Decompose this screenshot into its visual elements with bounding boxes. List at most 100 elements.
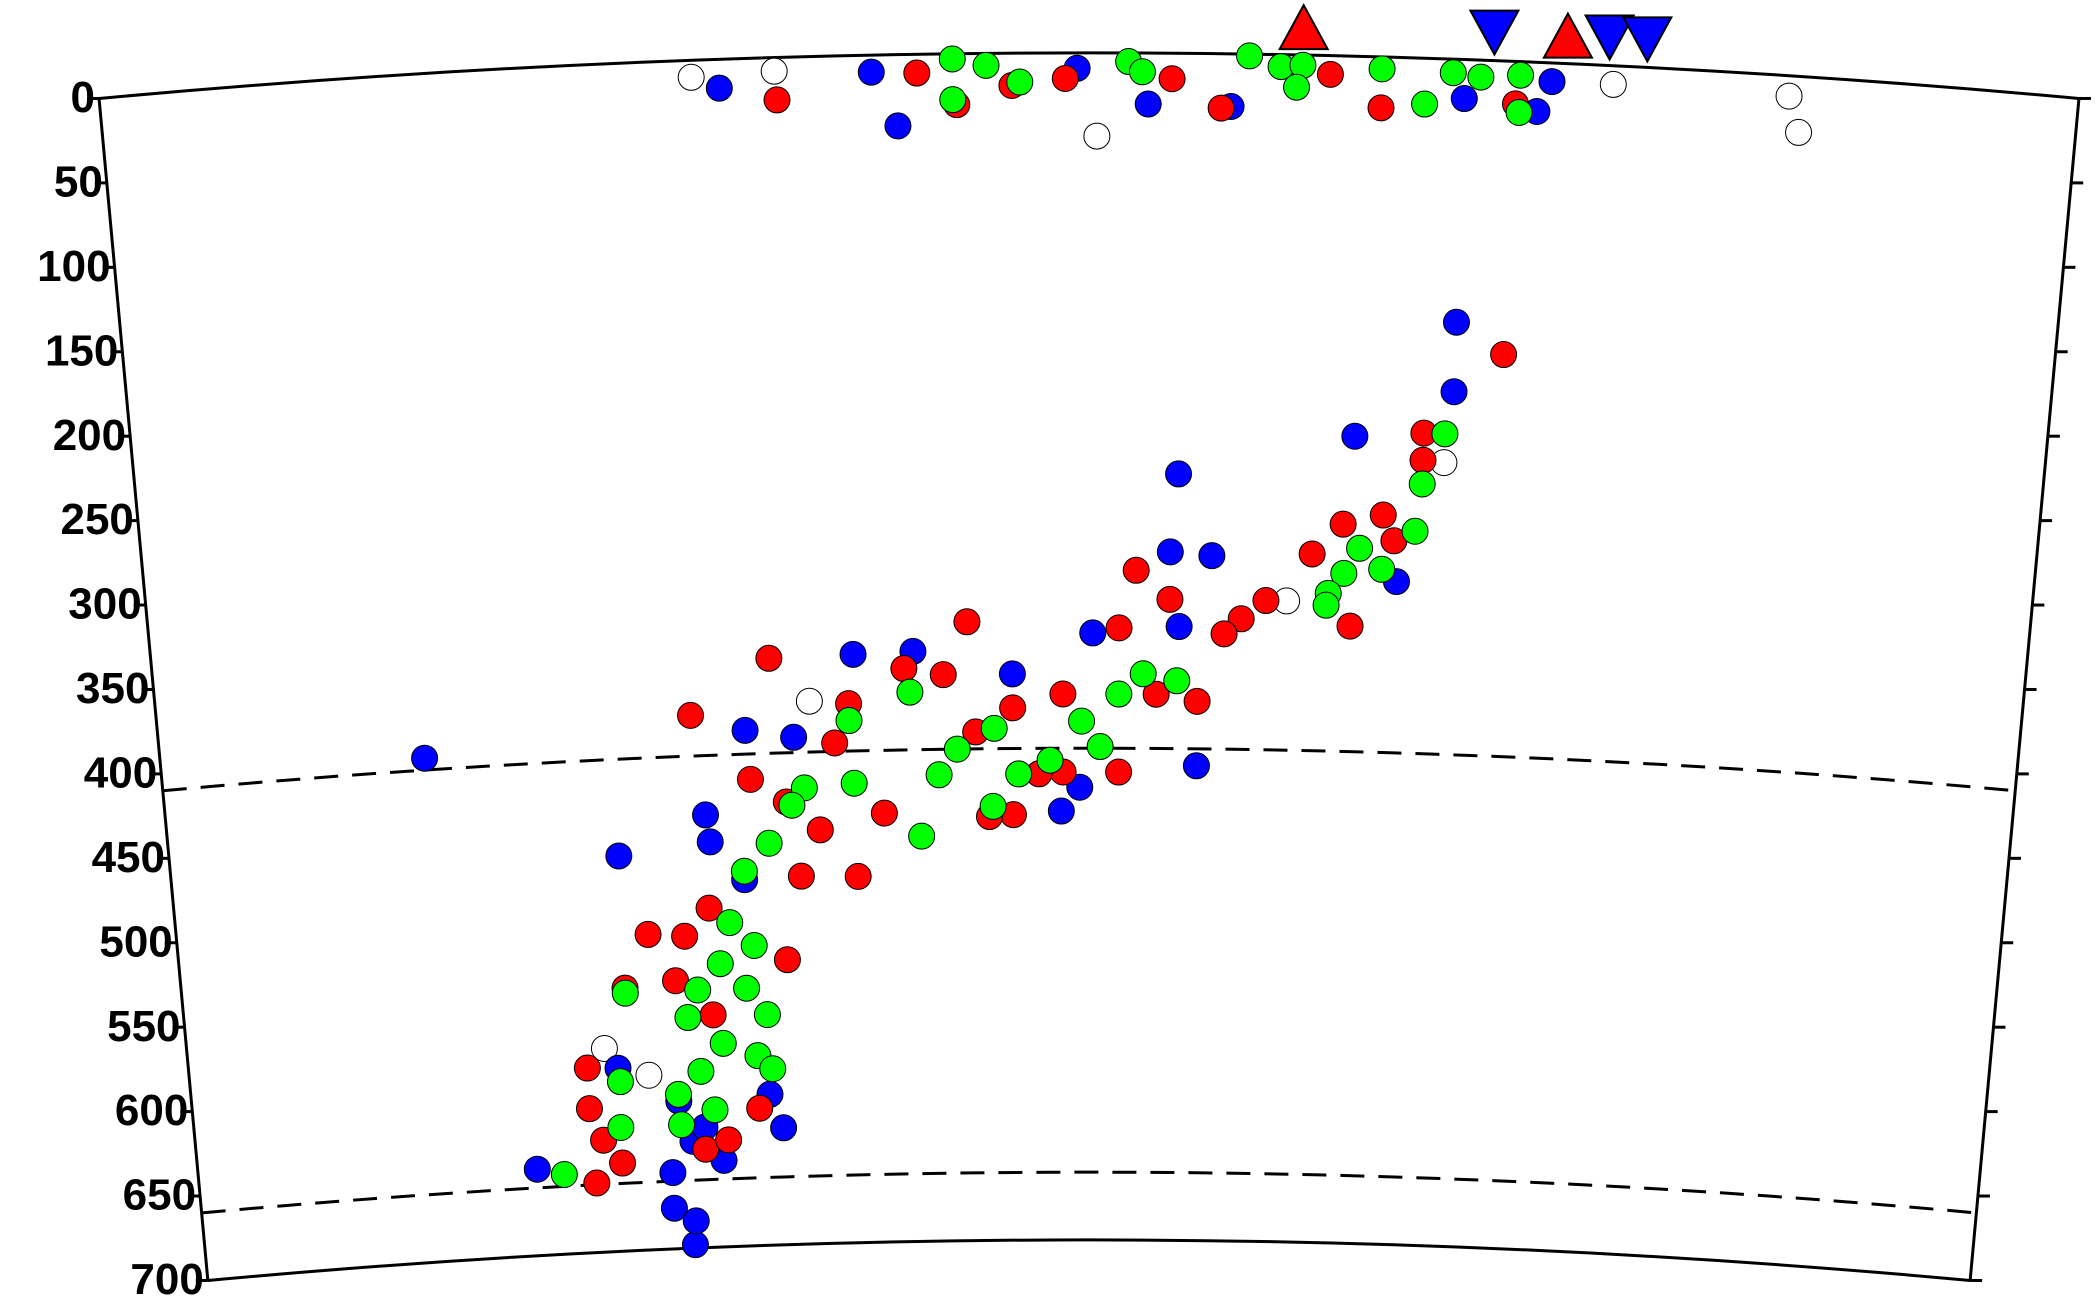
- y-tick-label: 550: [107, 1002, 180, 1051]
- data-point: [778, 791, 806, 819]
- data-point: [1505, 98, 1533, 126]
- data-point: [699, 1001, 727, 1029]
- data-point: [1083, 122, 1111, 150]
- data-point: [674, 1004, 702, 1032]
- data-point: [550, 1161, 578, 1189]
- data-point: [1051, 64, 1079, 92]
- data-point: [733, 974, 761, 1002]
- data-point: [740, 932, 768, 960]
- data-point: [665, 1080, 693, 1108]
- data-point: [787, 862, 815, 890]
- data-point: [806, 816, 834, 844]
- data-point: [677, 63, 705, 91]
- data-point: [939, 86, 967, 114]
- y-tick-label: 700: [130, 1255, 203, 1300]
- data-point: [1408, 470, 1436, 498]
- data-point: [998, 660, 1026, 688]
- data-point: [1775, 82, 1803, 110]
- data-point: [1431, 420, 1459, 448]
- data-point: [1236, 42, 1264, 70]
- surface-marker: [1583, 14, 1636, 62]
- data-point: [1336, 612, 1364, 640]
- data-point: [1369, 501, 1397, 529]
- data-point: [1079, 619, 1107, 647]
- data-point: [523, 1155, 551, 1183]
- data-point: [938, 45, 966, 73]
- y-tick-label: 600: [115, 1086, 188, 1135]
- data-point: [1467, 63, 1495, 91]
- data-point: [1450, 85, 1478, 113]
- y-tick-label: 300: [68, 580, 141, 629]
- data-point: [773, 946, 801, 974]
- y-tick-label: 100: [37, 242, 110, 291]
- data-point: [1785, 118, 1813, 146]
- data-point: [1047, 797, 1075, 825]
- data-point: [1490, 341, 1518, 369]
- data-point: [701, 1096, 729, 1124]
- surface-marker: [1277, 3, 1330, 51]
- data-point: [925, 761, 953, 789]
- data-point: [835, 707, 863, 735]
- data-point: [1440, 378, 1468, 406]
- data-point: [755, 829, 783, 857]
- data-point: [839, 640, 867, 668]
- data-point: [706, 950, 734, 978]
- data-point: [1198, 542, 1226, 570]
- frame-top: [98, 51, 2080, 100]
- data-point: [1599, 70, 1627, 98]
- data-point: [583, 1169, 611, 1197]
- data-point: [668, 1111, 696, 1139]
- data-point: [705, 74, 733, 102]
- data-point: [1049, 680, 1077, 708]
- data-point: [1156, 585, 1184, 613]
- data-point: [1163, 667, 1191, 695]
- data-point: [953, 608, 981, 636]
- data-point: [1105, 680, 1133, 708]
- data-point: [1227, 605, 1255, 633]
- data-point: [575, 1095, 603, 1123]
- data-point: [1329, 510, 1357, 538]
- data-point: [677, 701, 705, 729]
- data-point: [695, 894, 723, 922]
- y-tick-label: 150: [45, 326, 118, 375]
- data-point: [730, 857, 758, 885]
- data-point: [611, 979, 639, 1007]
- data-point: [1165, 460, 1193, 488]
- data-point: [1005, 760, 1033, 788]
- data-point: [605, 842, 633, 870]
- y-tick-label: 450: [92, 833, 165, 882]
- data-point: [1367, 94, 1395, 122]
- data-point: [780, 723, 808, 751]
- data-point: [1128, 58, 1156, 86]
- y-tick-label: 50: [54, 158, 103, 207]
- data-point: [760, 57, 788, 85]
- data-point: [1401, 517, 1429, 545]
- data-point: [1346, 534, 1374, 562]
- data-point: [1368, 55, 1396, 83]
- y-tick-label: 400: [84, 749, 157, 798]
- surface-marker: [1621, 16, 1674, 64]
- data-point: [1507, 61, 1535, 89]
- data-point: [1298, 540, 1326, 568]
- data-point: [1538, 68, 1566, 96]
- data-point: [1409, 446, 1437, 474]
- surface-marker: [1468, 9, 1521, 57]
- data-point: [1129, 660, 1157, 688]
- data-point: [692, 1135, 720, 1163]
- y-tick-label: 200: [53, 411, 126, 460]
- data-point: [573, 1054, 601, 1082]
- data-point: [1210, 620, 1238, 648]
- data-point: [1442, 308, 1470, 336]
- data-point: [980, 714, 1008, 742]
- data-point: [759, 1055, 787, 1083]
- data-point: [1207, 94, 1235, 122]
- data-point: [1182, 752, 1210, 780]
- data-point: [709, 1029, 737, 1057]
- data-point: [716, 909, 744, 937]
- data-point: [840, 769, 868, 797]
- data-point: [1283, 73, 1311, 101]
- data-point: [999, 694, 1027, 722]
- data-point: [660, 1194, 688, 1222]
